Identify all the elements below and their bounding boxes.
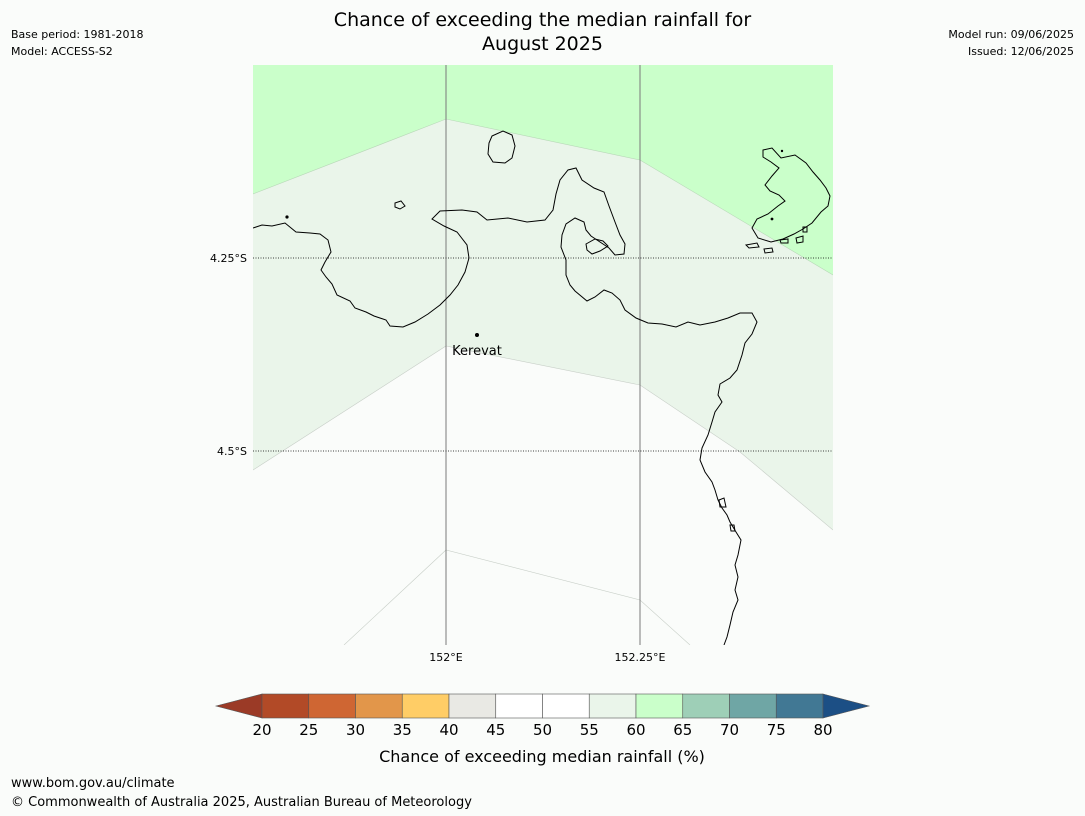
colorbar-tick-label: 70 [720,721,739,739]
coastline-islet-east-3 [779,238,789,244]
islet-dot [780,149,784,153]
colorbar-tick-label: 80 [813,721,832,739]
lat-label-4-25: 4.25°S [210,252,247,265]
coastline-islet-south-2 [729,524,736,532]
coastline-islet-south [718,497,727,508]
issued-text: Issued: 12/06/2025 [967,45,1074,58]
colorbar-cell [729,693,777,719]
map-area: Kerevat [253,65,833,645]
lon-label-152-25: 152.25°E [615,651,666,664]
footer: www.bom.gov.au/climate © Commonwealth of… [11,774,472,812]
colorbar-tick-label: 75 [767,721,786,739]
colorbar-tick-label: 20 [252,721,271,739]
colorbar-under-arrow [214,693,263,719]
colorbar-tick-label: 30 [346,721,365,739]
colorbar-cell [495,693,543,719]
colorbar-tick-label: 55 [580,721,599,739]
islet-dot [285,215,289,219]
title-line-1: Chance of exceeding the median rainfall … [333,9,752,31]
lon-label-152: 152°E [429,651,462,664]
colorbar: 20 25 30 35 40 45 50 55 60 65 70 75 80 Chance of exc… [214,693,871,766]
probability-band-60-65 [253,65,833,275]
colorbar-ticks: 20 25 30 35 40 45 50 55 60 65 70 75 80 [252,721,832,739]
colorbar-cell [588,693,637,719]
footer-url: www.bom.gov.au/climate [11,776,175,791]
colorbar-cell [775,693,824,719]
contour-line [253,118,833,276]
contour-line [343,549,691,645]
colorbar-cell [261,693,310,719]
colorbar-tick-label: 65 [673,721,692,739]
colorbar-cell [542,693,590,719]
colorbar-cell [635,693,684,719]
base-period-text: Base period: 1981-2018 [11,28,144,41]
coastline [253,130,831,645]
coastline-islet-east-4 [795,235,804,244]
colorbar-cell [308,693,356,719]
colorbar-tick-label: 40 [439,721,458,739]
coastline-islet [394,200,406,210]
colorbar-cells [261,693,824,719]
coastline-inner-lake [585,238,609,255]
coastline-islet-east-1 [744,242,760,249]
colorbar-cell [401,693,450,719]
model-text: Model: ACCESS-S2 [11,45,113,58]
title-line-2: August 2025 [482,33,603,55]
model-run-text: Model run: 09/06/2025 [948,28,1074,41]
chart-title: Chance of exceeding the median rainfall … [0,8,1085,56]
lat-label-4-5: 4.5°S [217,445,247,458]
coastline-islet-east-2 [763,247,774,254]
coastline-duke-of-york-islands [751,147,831,243]
kerevat-marker [475,333,479,337]
colorbar-tick-label: 50 [533,721,552,739]
colorbar-tick-label: 45 [486,721,505,739]
colorbar-cell [682,693,730,719]
coastline-gazelle-peninsula [253,167,758,645]
colorbar-label: Chance of exceeding median rainfall (%) [379,747,705,766]
colorbar-tick-label: 35 [393,721,412,739]
kerevat-label: Kerevat [452,344,502,359]
islet-dot [770,217,774,221]
colorbar-cell [448,693,497,719]
colorbar-over-arrow [822,693,871,719]
coastline-islet-east-5 [802,226,808,233]
footer-copyright: © Commonwealth of Australia 2025, Austra… [11,795,472,810]
colorbar-tick-label: 25 [299,721,318,739]
coastline-island-north [487,130,516,164]
colorbar-cell [355,693,403,719]
colorbar-tick-label: 60 [626,721,645,739]
meta-left: Base period: 1981-2018 Model: ACCESS-S2 [11,26,143,60]
meta-right: Model run: 09/06/2025 Issued: 12/06/2025 [948,26,1074,60]
